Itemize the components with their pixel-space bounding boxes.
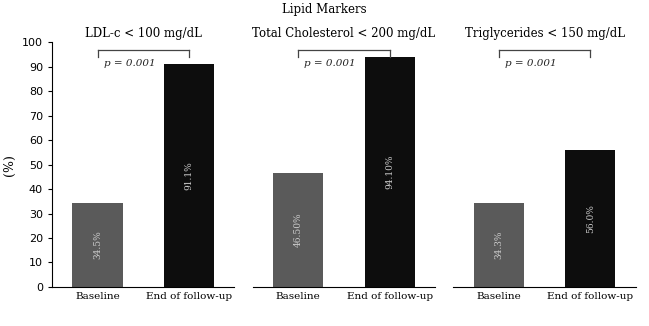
Bar bbox=[474, 203, 524, 287]
Text: 94.10%: 94.10% bbox=[385, 155, 394, 189]
Bar bbox=[273, 173, 323, 287]
Text: p = 0.001: p = 0.001 bbox=[304, 59, 356, 68]
Title: Total Cholesterol < 200 mg/dL: Total Cholesterol < 200 mg/dL bbox=[252, 27, 435, 40]
Text: p = 0.001: p = 0.001 bbox=[104, 59, 155, 68]
Y-axis label: (%): (%) bbox=[3, 154, 16, 176]
Bar bbox=[565, 150, 615, 287]
Bar bbox=[164, 64, 214, 287]
Title: Triglycerides < 150 mg/dL: Triglycerides < 150 mg/dL bbox=[465, 27, 625, 40]
Text: 34.5%: 34.5% bbox=[93, 230, 102, 259]
Text: 91.1%: 91.1% bbox=[184, 161, 193, 190]
Text: 34.3%: 34.3% bbox=[495, 231, 504, 259]
Title: LDL-c < 100 mg/dL: LDL-c < 100 mg/dL bbox=[85, 27, 202, 40]
Bar bbox=[365, 57, 415, 287]
Text: p = 0.001: p = 0.001 bbox=[506, 59, 557, 68]
Bar bbox=[73, 202, 123, 287]
Text: 46.50%: 46.50% bbox=[294, 213, 303, 247]
Text: Lipid Markers: Lipid Markers bbox=[282, 3, 367, 16]
Text: 56.0%: 56.0% bbox=[586, 204, 595, 233]
